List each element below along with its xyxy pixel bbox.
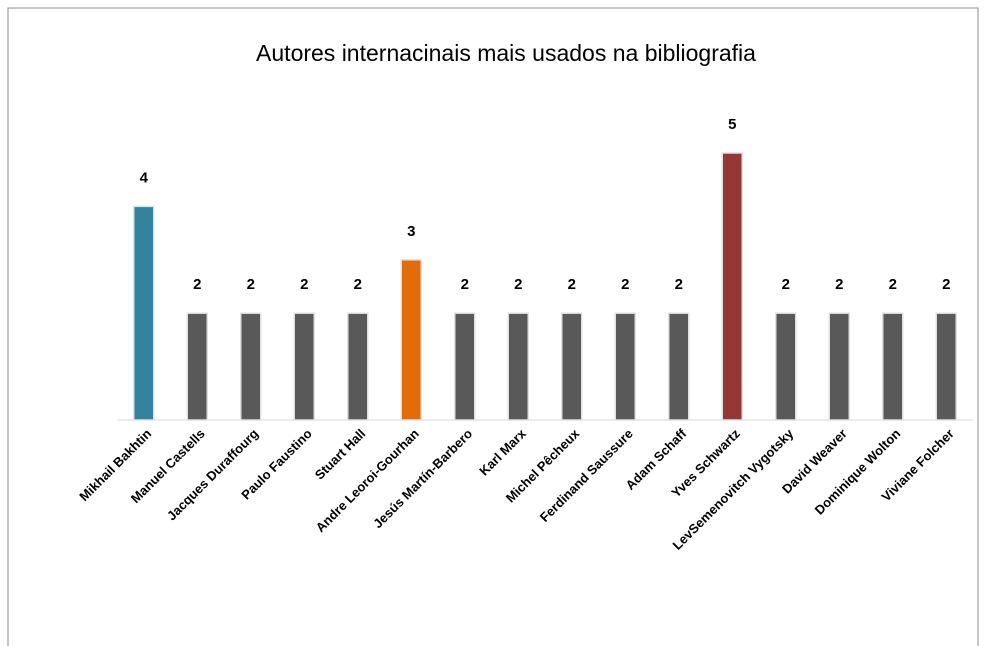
data-label: 4 <box>140 169 149 186</box>
data-label: 5 <box>728 116 736 133</box>
bar <box>614 312 636 421</box>
bar <box>721 152 743 421</box>
chart-title: Autores internacinais mais usados na bib… <box>256 40 756 66</box>
bar <box>400 259 422 421</box>
data-label: 2 <box>247 276 255 293</box>
data-label: 2 <box>835 276 843 293</box>
bar <box>561 312 583 421</box>
bar <box>882 312 904 421</box>
data-label: 2 <box>889 276 897 293</box>
bar <box>347 312 369 421</box>
data-label: 2 <box>942 276 950 293</box>
data-label: 2 <box>514 276 522 293</box>
data-label: 2 <box>354 276 362 293</box>
data-label: 2 <box>621 276 629 293</box>
data-label: 2 <box>675 276 683 293</box>
bar <box>775 312 797 421</box>
data-label: 2 <box>461 276 469 293</box>
data-label: 2 <box>193 276 201 293</box>
data-label: 2 <box>568 276 576 293</box>
bar <box>668 312 690 421</box>
bar <box>935 312 957 421</box>
bar <box>828 312 850 421</box>
bar <box>454 312 476 421</box>
bar <box>240 312 262 421</box>
chart-frame <box>7 7 979 646</box>
bar <box>293 312 315 421</box>
data-label: 3 <box>407 223 415 240</box>
bar <box>186 312 208 421</box>
data-label: 2 <box>782 276 790 293</box>
bar <box>133 205 155 421</box>
bar <box>507 312 529 421</box>
data-label: 2 <box>300 276 308 293</box>
